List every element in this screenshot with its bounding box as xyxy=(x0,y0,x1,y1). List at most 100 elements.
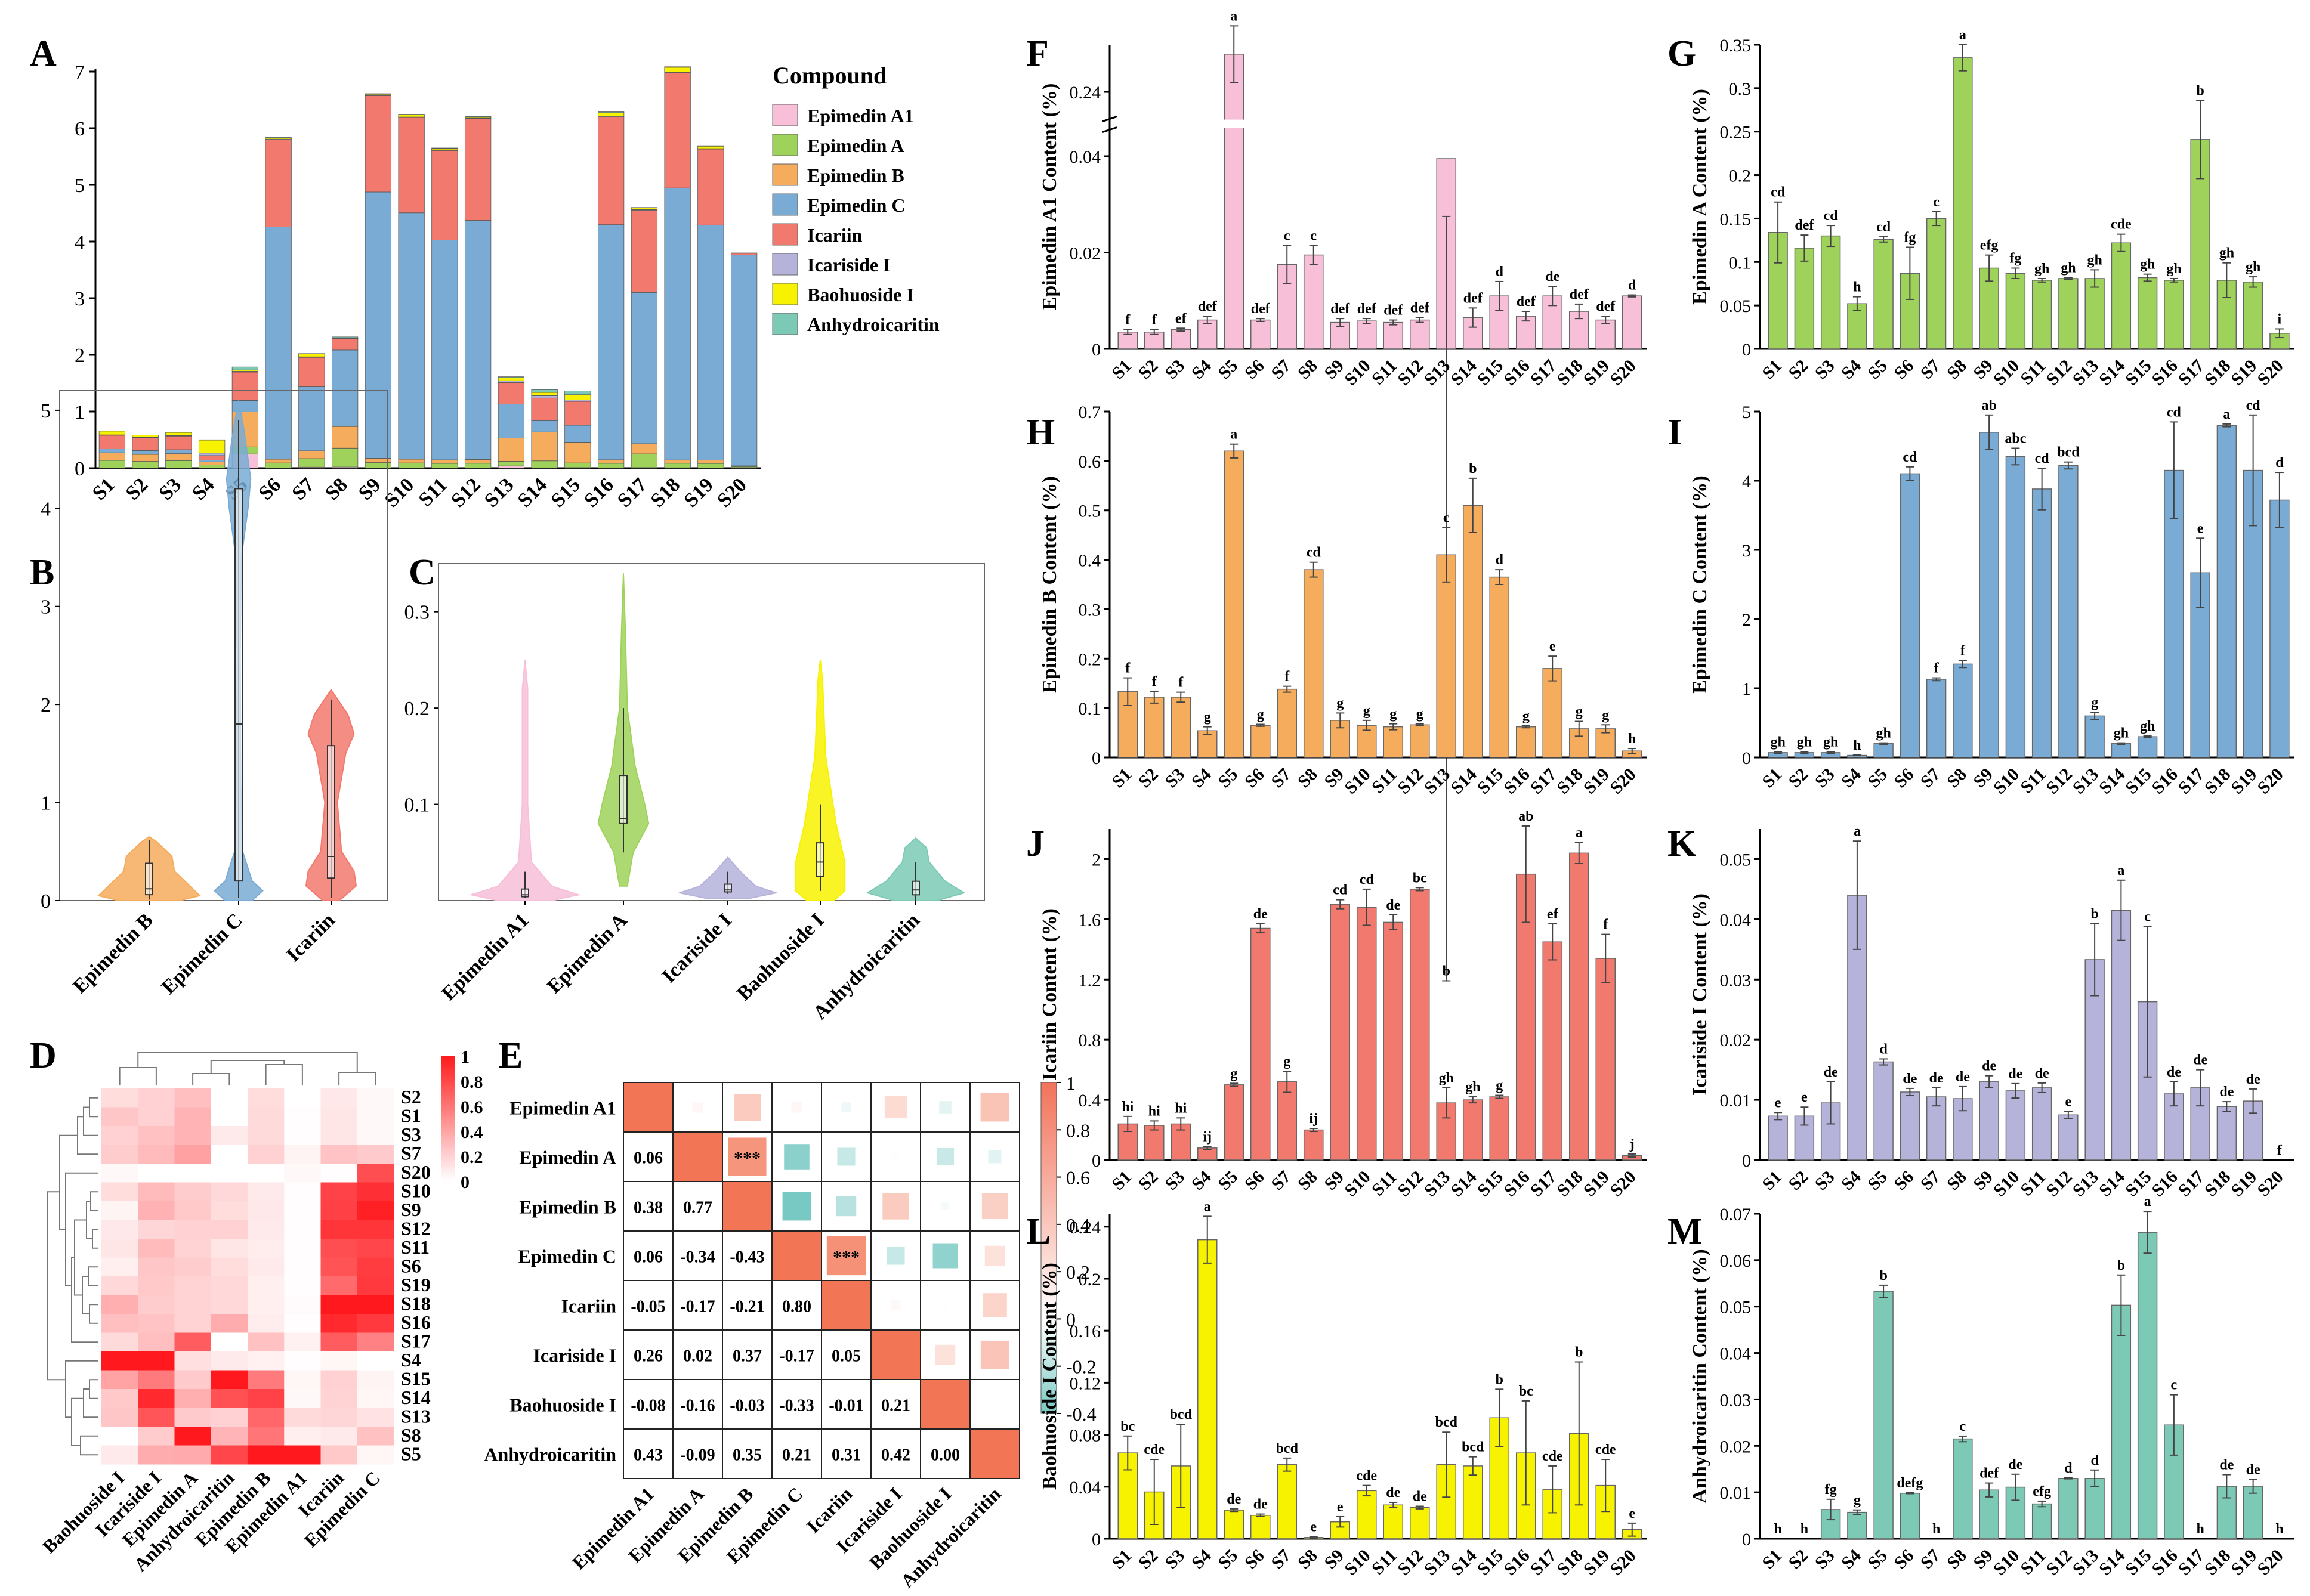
heatmap-cell xyxy=(320,1088,358,1108)
panel-h-bar: 0 0.1 0.2 0.3 0.4 0.5 0.6 0.7 Epimedin B Content… xyxy=(1039,403,1647,798)
heatmap-cell xyxy=(248,1088,285,1108)
heatmap-cell xyxy=(101,1276,138,1295)
significance-letter: de xyxy=(2193,1053,2207,1068)
bar xyxy=(1277,1081,1298,1161)
row-label: S10 xyxy=(401,1180,431,1202)
stack-segment xyxy=(231,372,259,401)
significance-letter: e xyxy=(1310,1520,1317,1535)
y-tick-label: 0.12 xyxy=(1070,1374,1101,1393)
significance-letter: a xyxy=(2223,407,2230,422)
bar xyxy=(2111,743,2132,758)
row-label: S1 xyxy=(401,1105,421,1127)
diagonal-cell xyxy=(921,1380,969,1428)
correlation-value: -0.21 xyxy=(730,1298,764,1316)
stack-segment xyxy=(165,449,192,454)
significance-letter: ef xyxy=(1175,311,1187,326)
significance-letter: b xyxy=(1879,1268,1887,1283)
heatmap-cell xyxy=(101,1408,138,1427)
stack-segment xyxy=(697,146,724,149)
bar xyxy=(1953,1438,1973,1539)
stack-segment xyxy=(198,440,226,454)
correlation-square xyxy=(988,1150,1002,1164)
heatmap-cell xyxy=(284,1445,321,1465)
violin-shape xyxy=(469,660,581,901)
legend-label: Epimedin C xyxy=(807,194,905,216)
significance-letter: d xyxy=(2275,455,2284,471)
heatmap-cell xyxy=(174,1445,212,1465)
significance-letter: c xyxy=(1310,228,1317,243)
heatmap-cell xyxy=(248,1295,285,1314)
bar xyxy=(2216,1106,2237,1161)
stack-segment xyxy=(331,447,359,468)
significance-letter: e xyxy=(1629,1506,1635,1521)
heatmap-cell xyxy=(138,1201,175,1220)
heatmap-cell xyxy=(211,1408,248,1427)
significance-letter: f xyxy=(1152,313,1157,328)
bar xyxy=(2111,910,2132,1161)
y-tick-label: 3 xyxy=(75,288,85,310)
bar xyxy=(2058,1478,2079,1539)
y-tick-label: 7 xyxy=(75,61,85,83)
axis-break-mark xyxy=(1102,116,1117,123)
row-dendrogram xyxy=(83,1106,98,1136)
stack-segment xyxy=(265,459,292,463)
correlation-square xyxy=(939,1101,952,1114)
significance-letter: bcd xyxy=(1170,1407,1193,1422)
significance-letter: g xyxy=(2091,695,2098,711)
heatmap-cell xyxy=(320,1351,358,1371)
heatmap-cell xyxy=(211,1201,248,1220)
significance-letter: gh xyxy=(2140,257,2155,273)
bar xyxy=(1979,432,1999,758)
significance-letter: abc xyxy=(2005,431,2026,446)
bar xyxy=(2137,736,2158,758)
significance-letter: b xyxy=(1443,963,1450,979)
significance-letter: g xyxy=(1336,695,1344,711)
significance-letter: d xyxy=(1496,264,1504,280)
heatmap-cell xyxy=(284,1145,321,1164)
heatmap-cell xyxy=(284,1164,321,1183)
heatmap-cell xyxy=(284,1220,321,1239)
y-axis-label: Epimedin A1 Content (%) xyxy=(1039,83,1061,311)
significance-letter: de xyxy=(1929,1071,1944,1086)
bar xyxy=(1250,1515,1271,1539)
heatmap-cell xyxy=(101,1332,138,1352)
significance-letter: g xyxy=(1854,1493,1861,1508)
heatmap-cell xyxy=(138,1314,175,1333)
heatmap-cell xyxy=(357,1427,394,1446)
legend-label: Icariside I xyxy=(807,254,891,276)
significance-letter: cd xyxy=(2035,451,2050,466)
heatmap-cell xyxy=(174,1145,212,1164)
bar xyxy=(1171,697,1191,758)
heatmap-cell xyxy=(211,1314,248,1333)
y-tick-label: 0.3 xyxy=(1729,79,1752,99)
row-label: Icariside I xyxy=(533,1345,616,1366)
y-tick-label: 0.08 xyxy=(1070,1426,1101,1446)
color-scale xyxy=(441,1056,455,1181)
bar xyxy=(2084,278,2105,349)
heatmap-cell xyxy=(211,1182,248,1202)
y-tick-label: 0 xyxy=(41,890,51,913)
significance-letter: cd xyxy=(1903,450,1917,465)
significance-letter: g xyxy=(1496,1078,1503,1094)
scale-label: 1 xyxy=(461,1047,470,1067)
stack-segment xyxy=(331,338,359,351)
heatmap-cell xyxy=(101,1239,138,1258)
bar xyxy=(1847,1511,1867,1539)
scale-label: 1 xyxy=(1066,1072,1076,1094)
matrix-cell xyxy=(672,1230,723,1281)
stack-segment xyxy=(132,435,159,438)
matrix-cell xyxy=(672,1329,723,1380)
panel-letter: K xyxy=(1667,824,1696,864)
y-tick-label: 5 xyxy=(1742,403,1751,422)
panel-letter: H xyxy=(1026,412,1055,453)
stack-segment xyxy=(597,224,625,460)
bar xyxy=(1926,679,1947,758)
bar xyxy=(1622,295,1642,349)
bar xyxy=(1436,554,1457,758)
correlation-square xyxy=(932,1243,958,1269)
heatmap-cell xyxy=(101,1088,138,1108)
significance-letter: h xyxy=(2275,1521,2283,1537)
heatmap-cell xyxy=(211,1220,248,1239)
row-dendrogram xyxy=(71,1397,84,1446)
significance-letter: j xyxy=(1629,1137,1635,1152)
